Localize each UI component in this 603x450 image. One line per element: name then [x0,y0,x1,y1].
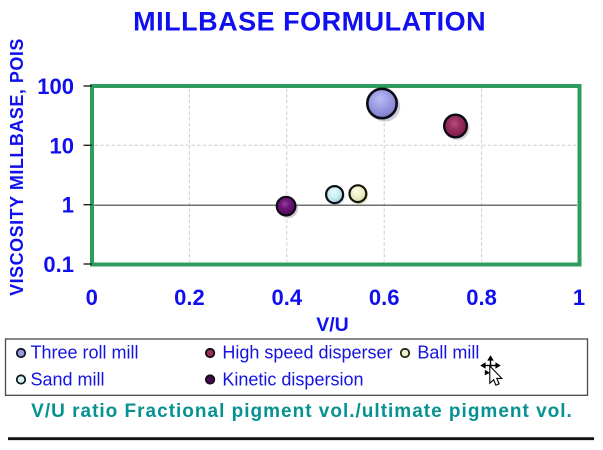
svg-text:Ball mill: Ball mill [417,343,479,363]
svg-text:V/U: V/U [316,314,349,336]
svg-text:0.1: 0.1 [43,252,74,277]
svg-text:Kinetic dispersion: Kinetic dispersion [222,370,363,390]
svg-text:1: 1 [573,285,585,310]
svg-text:1: 1 [62,193,74,218]
svg-text:0.6: 0.6 [369,285,400,310]
svg-text:0.8: 0.8 [466,285,497,310]
svg-text:VISCOSITY MILLBASE, POIS: VISCOSITY MILLBASE, POIS [7,38,27,296]
svg-text:MILLBASE FORMULATION: MILLBASE FORMULATION [133,7,486,37]
svg-text:Sand mill: Sand mill [31,370,105,390]
svg-text:V/U ratio Fractional pigment v: V/U ratio Fractional pigment vol./ultima… [31,401,573,422]
svg-text:Three roll mill: Three roll mill [31,343,139,363]
svg-text:0.4: 0.4 [272,285,303,310]
svg-text:High speed disperser: High speed disperser [222,343,392,363]
svg-text:10: 10 [50,133,74,158]
svg-text:100: 100 [37,74,74,99]
svg-text:0.2: 0.2 [174,285,205,310]
svg-text:0: 0 [86,285,98,310]
